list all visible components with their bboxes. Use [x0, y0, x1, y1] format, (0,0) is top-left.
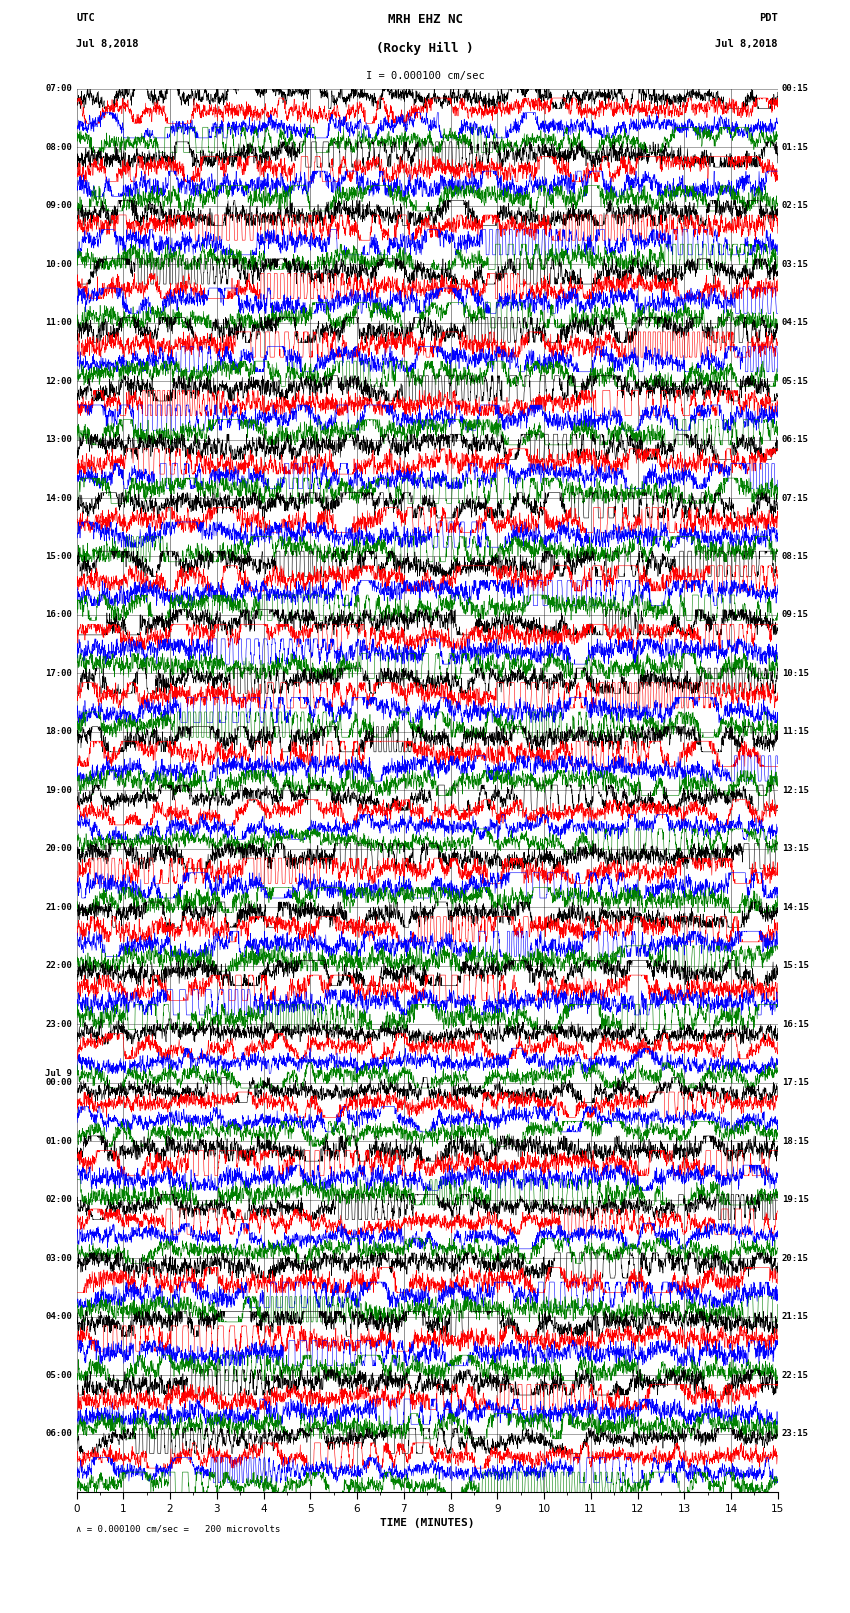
- Text: 07:00: 07:00: [45, 84, 72, 94]
- Text: 10:15: 10:15: [782, 669, 809, 677]
- Text: 04:00: 04:00: [45, 1311, 72, 1321]
- Text: 14:00: 14:00: [45, 494, 72, 503]
- Text: 19:00: 19:00: [45, 786, 72, 795]
- Text: 23:00: 23:00: [45, 1019, 72, 1029]
- Text: I = 0.000100 cm/sec: I = 0.000100 cm/sec: [366, 71, 484, 81]
- Text: 02:15: 02:15: [782, 202, 809, 210]
- Text: MRH EHZ NC: MRH EHZ NC: [388, 13, 462, 26]
- Text: 22:00: 22:00: [45, 961, 72, 971]
- Text: 01:00: 01:00: [45, 1137, 72, 1145]
- Text: 16:00: 16:00: [45, 610, 72, 619]
- Text: 10:00: 10:00: [45, 260, 72, 269]
- Text: 17:15: 17:15: [782, 1077, 809, 1087]
- Text: 19:15: 19:15: [782, 1195, 809, 1205]
- Text: Jul 9: Jul 9: [45, 1069, 72, 1077]
- Text: 05:00: 05:00: [45, 1371, 72, 1379]
- Text: Jul 8,2018: Jul 8,2018: [715, 39, 778, 48]
- Text: 13:15: 13:15: [782, 844, 809, 853]
- Text: 21:00: 21:00: [45, 903, 72, 911]
- Text: 11:00: 11:00: [45, 318, 72, 327]
- Text: 21:15: 21:15: [782, 1311, 809, 1321]
- Text: 18:00: 18:00: [45, 727, 72, 737]
- Text: 12:15: 12:15: [782, 786, 809, 795]
- Text: 18:15: 18:15: [782, 1137, 809, 1145]
- Text: 01:15: 01:15: [782, 142, 809, 152]
- Text: ∧ = 0.000100 cm/sec =   200 microvolts: ∧ = 0.000100 cm/sec = 200 microvolts: [76, 1524, 280, 1534]
- Text: UTC: UTC: [76, 13, 95, 23]
- Text: 16:15: 16:15: [782, 1019, 809, 1029]
- Text: Jul 8,2018: Jul 8,2018: [76, 39, 139, 48]
- Text: 03:15: 03:15: [782, 260, 809, 269]
- Text: 02:00: 02:00: [45, 1195, 72, 1205]
- Text: (Rocky Hill ): (Rocky Hill ): [377, 42, 473, 55]
- Text: 22:15: 22:15: [782, 1371, 809, 1379]
- Text: 00:15: 00:15: [782, 84, 809, 94]
- Text: 06:00: 06:00: [45, 1429, 72, 1439]
- Text: 13:00: 13:00: [45, 436, 72, 444]
- Text: 07:15: 07:15: [782, 494, 809, 503]
- Text: 09:15: 09:15: [782, 610, 809, 619]
- Text: 08:15: 08:15: [782, 552, 809, 561]
- Text: 12:00: 12:00: [45, 376, 72, 386]
- Text: 05:15: 05:15: [782, 376, 809, 386]
- Text: 20:00: 20:00: [45, 844, 72, 853]
- Text: 14:15: 14:15: [782, 903, 809, 911]
- Text: 17:00: 17:00: [45, 669, 72, 677]
- Text: 00:00: 00:00: [45, 1077, 72, 1087]
- Text: 09:00: 09:00: [45, 202, 72, 210]
- Text: 06:15: 06:15: [782, 436, 809, 444]
- X-axis label: TIME (MINUTES): TIME (MINUTES): [380, 1518, 474, 1528]
- Text: 15:15: 15:15: [782, 961, 809, 971]
- Text: 08:00: 08:00: [45, 142, 72, 152]
- Text: 11:15: 11:15: [782, 727, 809, 737]
- Text: 20:15: 20:15: [782, 1253, 809, 1263]
- Text: 04:15: 04:15: [782, 318, 809, 327]
- Text: 03:00: 03:00: [45, 1253, 72, 1263]
- Text: 15:00: 15:00: [45, 552, 72, 561]
- Text: PDT: PDT: [759, 13, 778, 23]
- Text: 23:15: 23:15: [782, 1429, 809, 1439]
